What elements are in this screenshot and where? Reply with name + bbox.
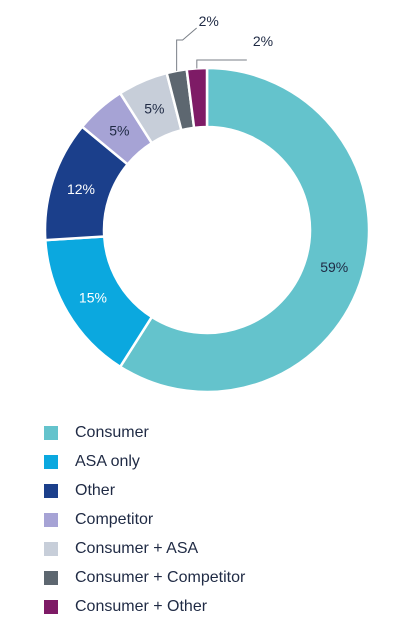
legend-swatch — [44, 454, 58, 469]
legend-item-competitor: Competitor — [44, 505, 245, 534]
legend-item-asa-only: ASA only — [44, 447, 245, 476]
legend-label: Competitor — [75, 510, 154, 528]
legend-label: Consumer + Competitor — [75, 568, 246, 586]
slice-label-competitor: 5% — [109, 123, 129, 139]
legend-label: Consumer + Other — [75, 597, 208, 615]
donut-chart: 59% 15% 12% 5% 5% 2% 2% — [43, 13, 371, 394]
slice-consumer — [118, 66, 371, 394]
leader-line-consumer-competitor — [176, 27, 197, 71]
legend-swatch — [44, 512, 58, 527]
slice-label-consumer-other: 2% — [253, 33, 273, 49]
legend-label: Consumer + ASA — [75, 539, 199, 557]
slice-label-consumer-asa: 5% — [144, 100, 164, 116]
legend-swatch — [44, 483, 58, 498]
legend-item-consumer: Consumer — [44, 418, 245, 447]
legend-swatch — [44, 599, 58, 614]
legend-item-consumer-competitor: Consumer + Competitor — [44, 563, 245, 592]
legend-swatch — [44, 570, 58, 585]
slice-label-asa-only: 15% — [79, 289, 107, 305]
legend-swatch — [44, 425, 58, 440]
leader-line-consumer-other — [196, 59, 247, 69]
legend-label: ASA only — [75, 452, 140, 470]
legend-item-other: Other — [44, 476, 245, 505]
legend-item-consumer-asa: Consumer + ASA — [44, 534, 245, 563]
legend-label: Other — [75, 481, 116, 499]
legend-item-consumer-other: Consumer + Other — [44, 592, 245, 621]
legend-label: Consumer — [75, 423, 149, 441]
legend-swatch — [44, 541, 58, 556]
slice-label-consumer-competitor: 2% — [199, 13, 219, 29]
slice-consumer-other — [185, 66, 209, 130]
slice-label-other: 12% — [67, 181, 95, 197]
chart-legend: Consumer ASA only Other Competitor Consumer … — [44, 418, 245, 621]
slice-label-consumer: 59% — [320, 259, 348, 275]
